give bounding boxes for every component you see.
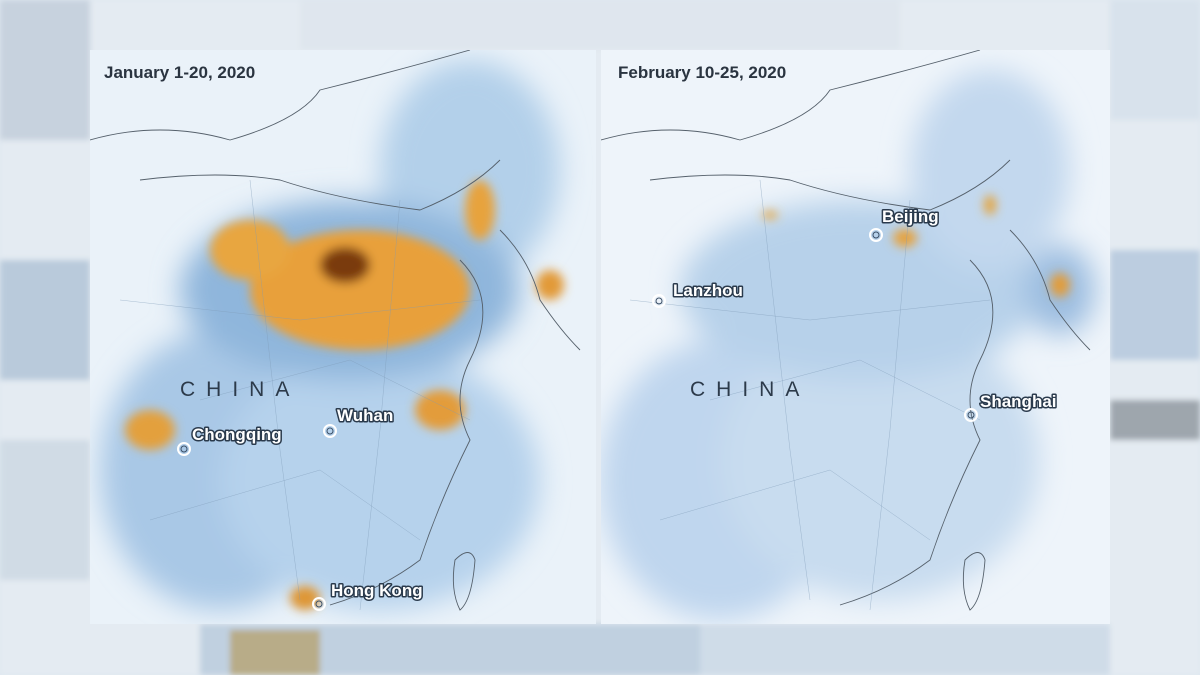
- city-marker-inner: [326, 427, 334, 435]
- city-marker-inner: [967, 411, 975, 419]
- country-label: CHINA: [690, 378, 810, 401]
- city-markers: [177, 228, 978, 611]
- city-label: Beijing: [882, 207, 939, 226]
- map-panel-left: [90, 50, 596, 624]
- city-label: Shanghai: [980, 392, 1057, 411]
- city-marker: [323, 424, 337, 438]
- city-label: Chongqing: [192, 425, 282, 444]
- country-label: CHINA: [180, 378, 300, 401]
- city-marker: [964, 408, 978, 422]
- city-label: Hong Kong: [331, 581, 423, 600]
- city-marker: [652, 294, 666, 308]
- city-label: Lanzhou: [673, 281, 743, 300]
- panel-title: February 10-25, 2020: [618, 63, 786, 82]
- city-label: Wuhan: [337, 406, 393, 425]
- city-marker-inner: [872, 231, 880, 239]
- panel-title: January 1-20, 2020: [104, 63, 255, 82]
- city-marker-inner: [655, 297, 663, 305]
- city-marker-inner: [180, 445, 188, 453]
- map-panel-right: [601, 50, 1110, 624]
- city-marker: [869, 228, 883, 242]
- city-marker: [177, 442, 191, 456]
- city-marker: [312, 597, 326, 611]
- city-marker-inner: [315, 600, 323, 608]
